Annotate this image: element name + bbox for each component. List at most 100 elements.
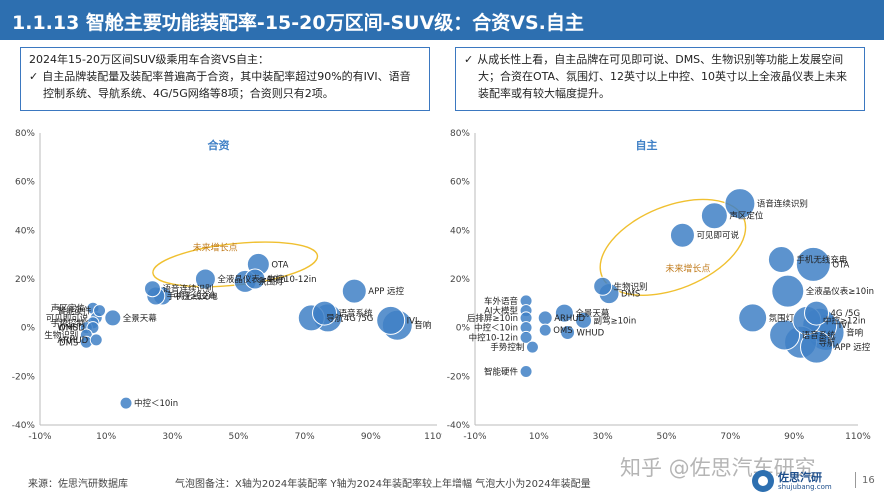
bubble-label: 导航 (819, 337, 837, 348)
x-tick-label: 30% (593, 432, 613, 442)
bubble-dom-3 (767, 246, 795, 274)
check-icon: ✓ (464, 53, 474, 66)
summary-left-line-1: 2024年15-20万区间SUV级乘用车合资VS自主： (29, 53, 270, 66)
x-tick-label: 70% (720, 432, 740, 442)
watermark: 知乎 @佐思汽车研究 (620, 456, 816, 480)
y-tick-label: 60% (450, 178, 470, 188)
bubble-label: 氛围灯 (258, 276, 284, 287)
y-tick-label: -20% (12, 372, 36, 382)
bubble-jv-10 (143, 280, 161, 298)
bubble-label: 语音系统 (802, 330, 837, 341)
bubble-chart-joint-venture: -40% -20% 0% 20% 40% 60% 80% -10% 10% 30% 50% 70% 90… (12, 129, 442, 442)
bubble-label: 中控≥12in (173, 291, 216, 302)
growth-annotation: 未来增长点 (665, 262, 710, 274)
company-logo: 佐思汽研 shujubang.com (752, 468, 852, 496)
panel-title: 合资 (208, 138, 230, 152)
y-tick-label: 80% (450, 129, 470, 139)
bubble-label: 全景天幕 (575, 308, 610, 319)
bubble-label: APP 远控 (368, 286, 404, 297)
x-tick-label: 10% (96, 432, 116, 442)
bubble-label: OTA (271, 260, 288, 270)
bubble-label: 音响 (414, 320, 431, 331)
bubble-dom-18 (525, 340, 539, 354)
page-title: 1.1.13 智舱主要功能装配率-15-20万区间-SUV级：合资VS.自主 (12, 12, 584, 34)
y-tick-label: 40% (450, 226, 470, 236)
x-tick-label: 50% (228, 432, 248, 442)
x-tick-label: -10% (463, 432, 487, 442)
x-tick-label: -10% (28, 432, 52, 442)
bubble-dom-17 (519, 330, 533, 344)
bubble-label: 可见即可说 (696, 230, 739, 241)
bubble-legend-note: 气泡图备注：X轴为2024年装配率 Y轴为2024年装配率较上年增幅 气泡大小为… (175, 479, 591, 490)
bubble-label: IVI (839, 321, 850, 331)
bubble-label: 语音连续识别 (162, 284, 213, 295)
bubble-dom-12 (537, 310, 553, 326)
x-tick-label: 30% (162, 432, 182, 442)
bubble-label: 智能硬件 (484, 366, 519, 377)
summary-left-line-3: 控制系统、导航系统、4G/5G网络等8项；合资则只有2项。 (43, 87, 334, 100)
page-number: 16 (862, 475, 875, 486)
bubble-label: 全液晶仪表≥10in (217, 274, 285, 285)
bubble-label: 全液晶仪表≥10in (806, 286, 874, 297)
x-tick-label: 70% (295, 432, 315, 442)
y-tick-label: -40% (447, 421, 471, 431)
summary-box-right: ✓ 从成长性上看，自主品牌在可见即可说、DMS、生物识别等功能上发展空间 大；合资… (455, 47, 865, 111)
bubble-label: 音响 (846, 328, 863, 339)
x-tick-label: 90% (784, 432, 804, 442)
bubble-jv-18 (312, 300, 338, 326)
bubble-label: IVI (407, 316, 418, 326)
bubble-jv-21 (376, 305, 406, 335)
bubble-dom-10 (554, 303, 574, 323)
bubble-label: 中控10-12in (267, 274, 316, 285)
page-separator (855, 472, 856, 488)
bubble-label: 中控10-12in (469, 332, 518, 343)
y-tick-label: -40% (12, 421, 36, 431)
bubble-dom-16 (560, 325, 576, 341)
bubble-label: AI大模型 (484, 306, 518, 317)
growth-annotation: 未来增长点 (193, 241, 238, 253)
bubble-dom-25 (769, 319, 801, 351)
bubble-dom-1 (700, 202, 728, 230)
bubble-label: 全景天幕 (123, 313, 158, 324)
bubble-label: 可见即可说 (46, 313, 89, 324)
bubble-dom-19 (519, 364, 533, 378)
bubble-label: 声区定位 (51, 303, 86, 314)
logo-name: 佐思汽研 (778, 471, 822, 484)
bubble-label: OMS (59, 324, 78, 334)
bubble-dom-4 (795, 246, 831, 282)
y-tick-label: 0% (21, 324, 36, 334)
bubble-label: 副驾≥10in (594, 315, 637, 326)
bubble-label: 生物识别 (614, 281, 648, 292)
bubble-label: 生物识别 (44, 330, 78, 341)
summary-left-line-2: 自主品牌装配量及装配率普遍高于合资，其中装配率超过90%的有IVI、语音 (42, 70, 411, 83)
header-bar: 1.1.13 智舱主要功能装配率-15-20万区间-SUV级：合资VS.自主 (0, 0, 884, 40)
bubble-label: 氛围灯 (769, 313, 795, 324)
bubble-dom-0 (724, 188, 756, 220)
bubble-label: WHUD (57, 324, 85, 334)
source-note: 来源：佐思汽研数据库 (28, 479, 128, 490)
bubble-dom-15 (538, 323, 552, 337)
summary-box-left: 2024年15-20万区间SUV级乘用车合资VS自主： ✓ 自主品牌装配量及装配率… (20, 47, 430, 111)
summary-right-line-3: 装配率或有较大幅度提升。 (478, 87, 610, 100)
bubble-label: OTA (832, 260, 849, 270)
bubble-dom-21 (804, 300, 830, 326)
bubble-label: 车外语音 (484, 296, 519, 307)
bubble-jv-13 (194, 268, 216, 290)
bubble-label: 手势控制 (490, 342, 524, 353)
bubble-label: ARHUD (57, 336, 88, 346)
bubble-chart-domestic: -40% -20% 0% 20% 40% 60% 80% -10% 10% 30% 50% 70% 90… (447, 129, 874, 442)
bubble-label: ARHUD (554, 314, 585, 324)
y-tick-label: -20% (447, 372, 471, 382)
bubble-dom-7 (771, 274, 805, 308)
bubble-jv-17 (341, 278, 367, 304)
summary-right-line-1: 从成长性上看，自主品牌在可见即可说、DMS、生物识别等功能上发展空间 (477, 53, 844, 66)
x-tick-label: 90% (361, 432, 381, 442)
x-tick-label: 10% (529, 432, 549, 442)
x-tick-label: 110% (845, 432, 871, 442)
bubble-label: DMS (621, 290, 640, 300)
bubble-label: 手机无线充电 (796, 255, 848, 266)
panel-title: 自主 (636, 138, 658, 152)
bubble-label: 声区定位 (729, 211, 764, 222)
y-tick-label: 0% (456, 324, 471, 334)
bubble-label: DMS (59, 338, 78, 348)
